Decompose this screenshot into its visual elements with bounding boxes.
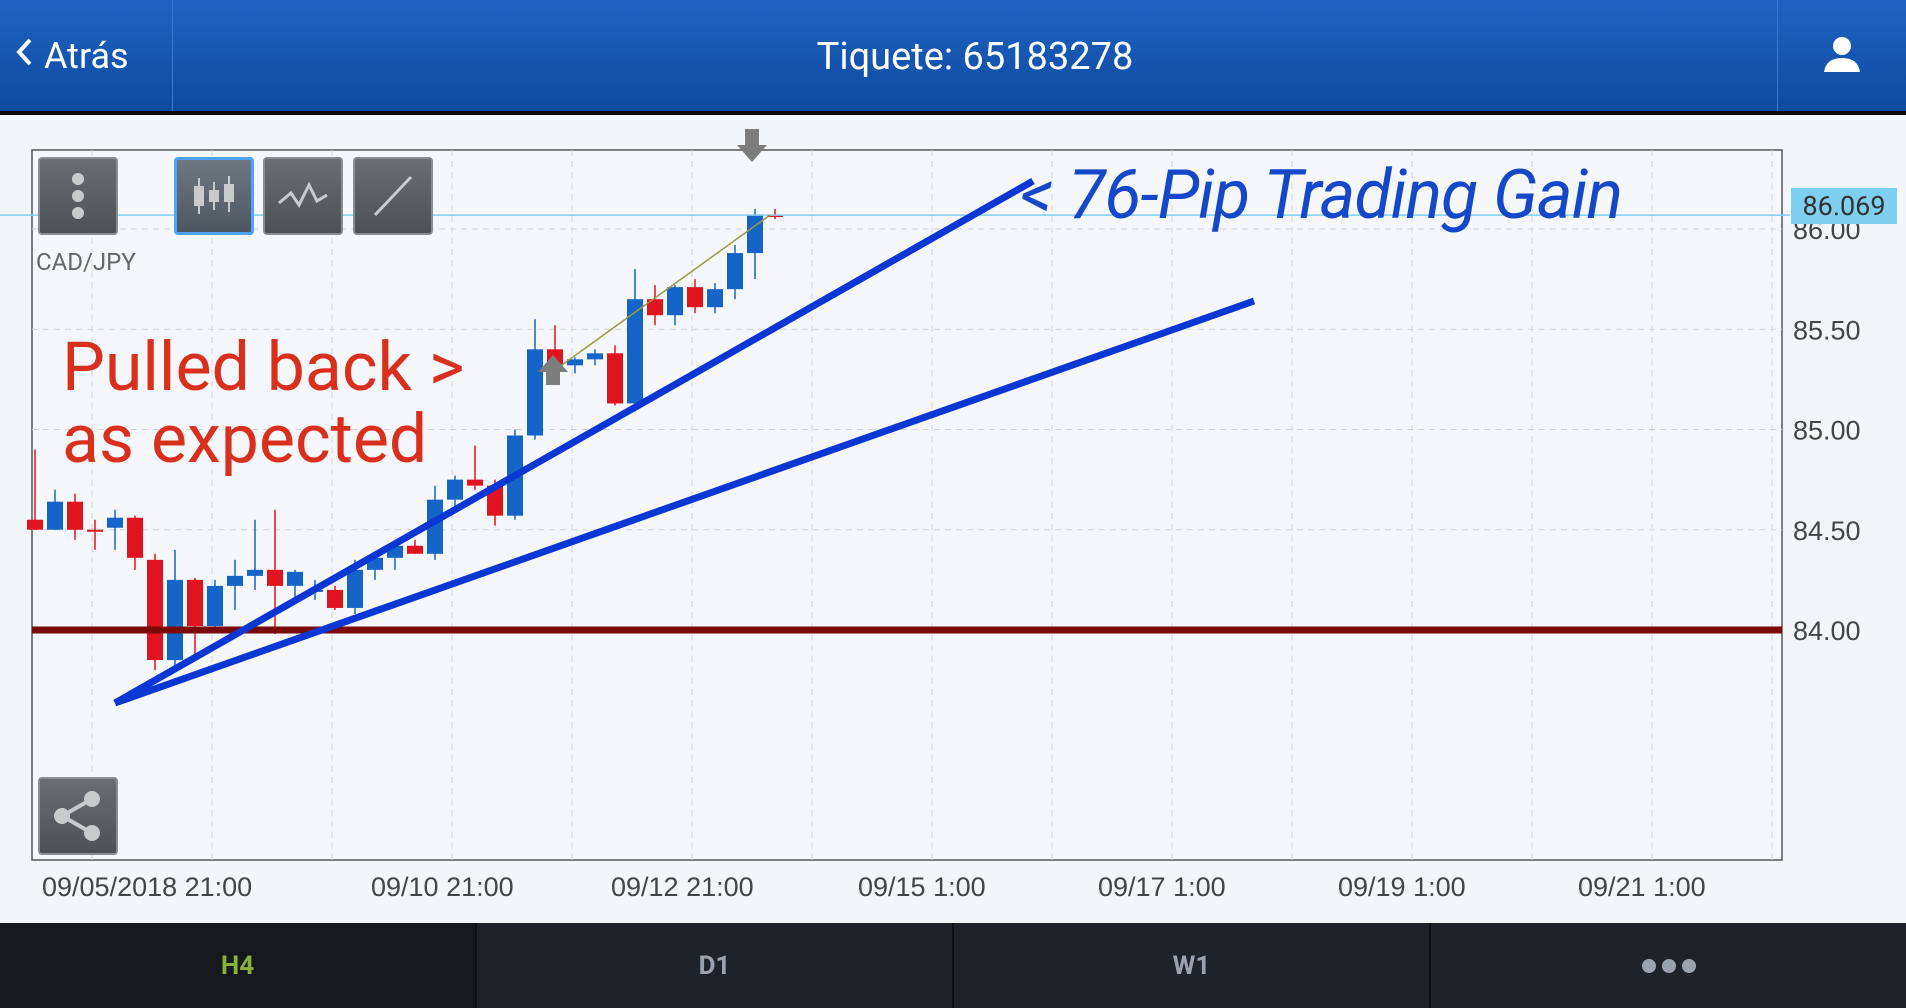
candle — [727, 245, 743, 300]
candle — [667, 285, 683, 326]
candle — [767, 208, 783, 219]
candle — [207, 579, 223, 630]
y-tick-label: 84.00 — [1793, 616, 1861, 646]
candle — [67, 493, 83, 540]
candlestick-tool-button[interactable] — [174, 157, 254, 235]
connector-line — [554, 214, 771, 371]
symbol-label: CAD/JPY — [36, 248, 136, 276]
candle — [287, 569, 303, 600]
candle — [747, 208, 763, 280]
candle — [187, 577, 203, 655]
candle — [227, 559, 243, 610]
timeframe-tabs: H4 D1 W1 — [0, 923, 1906, 1008]
back-button[interactable]: Atrás — [0, 0, 173, 111]
tab-h4[interactable]: H4 — [0, 923, 477, 1008]
x-tick-label: 09/05/2018 21:00 — [42, 872, 252, 902]
up-arrow-icon — [538, 355, 568, 385]
chart-area[interactable]: 84.00 84.50 85.00 85.50 86.00 09/05/2018 21:… — [0, 115, 1906, 923]
candle — [567, 357, 583, 374]
candle — [87, 519, 103, 550]
candle — [587, 349, 603, 366]
tab-d1[interactable]: D1 — [477, 923, 954, 1008]
candle — [707, 283, 723, 314]
current-price-badge: 86.069 — [1791, 188, 1897, 224]
x-tick-label: 09/19 1:00 — [1338, 872, 1466, 902]
candle — [167, 549, 183, 667]
more-dots-icon — [1641, 958, 1696, 973]
top-bar: Atrás Tiquete: 65183278 — [0, 0, 1906, 115]
x-tick-label: 09/15 1:00 — [858, 872, 986, 902]
candle — [687, 279, 703, 314]
user-icon — [1822, 34, 1862, 78]
pullback-line-2: as expected — [62, 399, 428, 479]
y-tick-label: 85.50 — [1793, 315, 1861, 345]
share-icon — [54, 791, 100, 841]
user-button[interactable] — [1777, 0, 1906, 111]
chevron-left-icon — [14, 36, 34, 76]
candle — [47, 489, 63, 530]
trend-line-steep — [113, 177, 1035, 707]
vertical-dots-icon — [72, 173, 84, 219]
down-arrow-icon — [737, 129, 767, 162]
pullback-line-1: Pulled back > — [62, 327, 465, 407]
x-tick-label: 09/21 1:00 — [1578, 872, 1706, 902]
candle — [527, 319, 543, 440]
x-tick-label: 09/12 21:00 — [611, 872, 754, 902]
draw-line-icon — [373, 175, 413, 217]
candle — [467, 445, 483, 490]
gain-annotation: < 76-Pip Trading Gain — [1020, 155, 1623, 235]
candle — [407, 539, 423, 554]
back-label: Atrás — [44, 34, 129, 77]
candle — [247, 519, 263, 590]
candle — [647, 285, 663, 326]
draw-line-tool-button[interactable] — [353, 157, 433, 235]
candle — [447, 475, 463, 510]
y-tick-label: 84.50 — [1793, 516, 1861, 546]
line-chart-tool-button[interactable] — [263, 157, 343, 235]
candle — [27, 449, 43, 530]
candle — [127, 515, 143, 570]
share-button[interactable] — [38, 777, 118, 855]
candle — [627, 269, 643, 412]
trend-line-shallow — [113, 297, 1256, 707]
tab-w1[interactable]: W1 — [954, 923, 1431, 1008]
candle — [607, 345, 623, 406]
candle — [147, 553, 163, 671]
x-tick-label: 09/17 1:00 — [1098, 872, 1226, 902]
more-tab[interactable] — [1431, 923, 1906, 1008]
page-title: Tiquete: 65183278 — [816, 35, 1134, 79]
line-chart-icon — [278, 181, 328, 208]
candle — [107, 509, 123, 550]
candlestick-icon — [194, 176, 234, 214]
menu-button[interactable] — [38, 157, 118, 235]
pullback-annotation: Pulled back > as expected — [62, 331, 464, 475]
y-tick-label: 85.00 — [1793, 416, 1861, 446]
x-tick-label: 09/10 21:00 — [371, 872, 514, 902]
candle — [327, 585, 343, 610]
